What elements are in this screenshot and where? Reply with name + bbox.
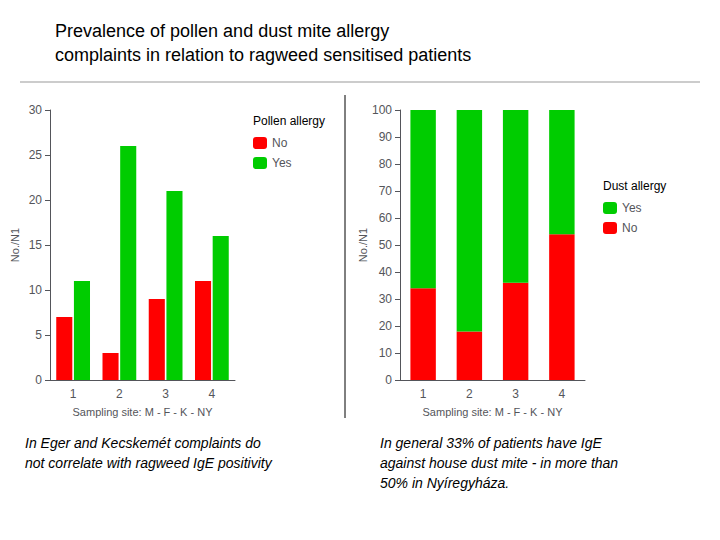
svg-text:20: 20 xyxy=(29,193,43,207)
svg-text:30: 30 xyxy=(379,292,393,306)
svg-text:25: 25 xyxy=(29,148,43,162)
svg-text:not correlate with ragweed IgE: not correlate with ragweed IgE positivit… xyxy=(25,455,273,471)
svg-text:10: 10 xyxy=(29,283,43,297)
svg-text:Prevalence of pollen and dust: Prevalence of pollen and dust mite aller… xyxy=(55,21,389,41)
svg-text:Yes: Yes xyxy=(272,156,292,170)
svg-text:90: 90 xyxy=(379,130,393,144)
svg-text:30: 30 xyxy=(29,103,43,117)
svg-text:No: No xyxy=(272,136,288,150)
svg-text:5: 5 xyxy=(35,328,42,342)
svg-text:10: 10 xyxy=(379,346,393,360)
svg-text:2: 2 xyxy=(116,387,123,401)
svg-text:3: 3 xyxy=(162,387,169,401)
svg-text:4: 4 xyxy=(559,387,566,401)
svg-text:0: 0 xyxy=(35,373,42,387)
svg-text:Dust allergy: Dust allergy xyxy=(603,179,666,193)
svg-text:50: 50 xyxy=(379,238,393,252)
svg-text:2: 2 xyxy=(466,387,473,401)
svg-text:Yes: Yes xyxy=(622,201,642,215)
svg-text:70: 70 xyxy=(379,184,393,198)
svg-text:complaints in relation to ragw: complaints in relation to ragweed sensit… xyxy=(55,45,471,65)
svg-text:1: 1 xyxy=(70,387,77,401)
svg-text:1: 1 xyxy=(420,387,427,401)
svg-text:No./N1: No./N1 xyxy=(9,228,21,262)
svg-text:100: 100 xyxy=(372,103,392,117)
svg-text:3: 3 xyxy=(512,387,519,401)
svg-text:Sampling site: M - F - K - NY: Sampling site: M - F - K - NY xyxy=(73,406,214,418)
svg-text:No./N1: No./N1 xyxy=(357,228,369,262)
svg-text:In general 33% of patients hav: In general 33% of patients have IgE xyxy=(380,435,602,451)
svg-text:against house dust mite - in m: against house dust mite - in more than xyxy=(380,455,618,471)
svg-text:80: 80 xyxy=(379,157,393,171)
svg-text:40: 40 xyxy=(379,265,393,279)
svg-text:20: 20 xyxy=(379,319,393,333)
svg-text:Sampling site: M - F - K - NY: Sampling site: M - F - K - NY xyxy=(423,406,564,418)
svg-text:15: 15 xyxy=(29,238,43,252)
svg-text:4: 4 xyxy=(209,387,216,401)
svg-text:60: 60 xyxy=(379,211,393,225)
svg-text:Pollen allergy: Pollen allergy xyxy=(253,114,325,128)
svg-text:No: No xyxy=(622,221,638,235)
svg-text:0: 0 xyxy=(385,373,392,387)
svg-text:50% in Nyíregyháza.: 50% in Nyíregyháza. xyxy=(380,475,509,491)
svg-text:In Eger and Kecskemét complain: In Eger and Kecskemét complaints do xyxy=(25,435,261,451)
